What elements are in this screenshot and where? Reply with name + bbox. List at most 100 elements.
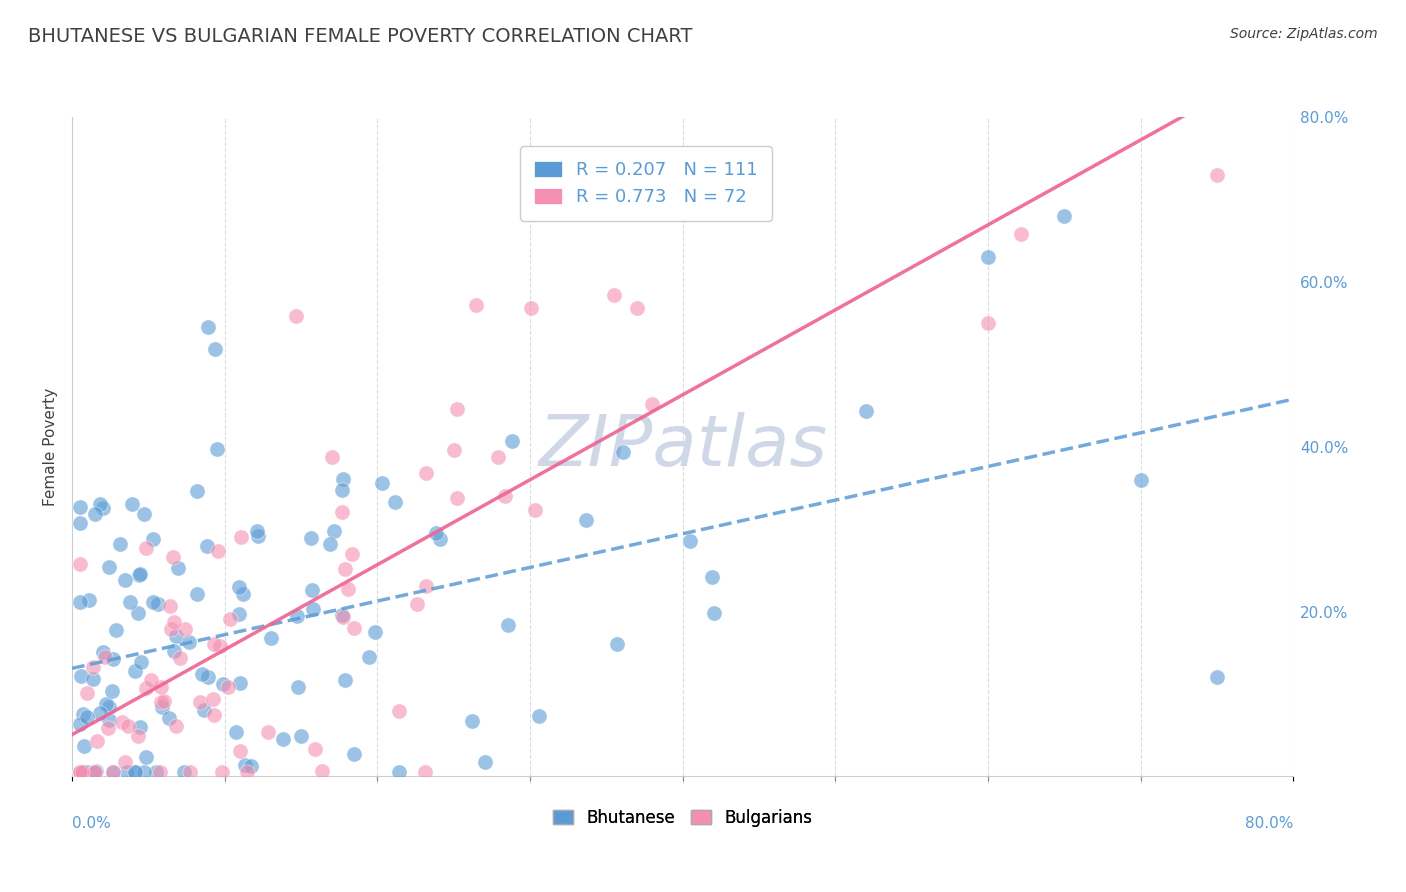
Bulgarians bbox=[83, 765, 105, 780]
Bhutanese bbox=[157, 711, 180, 725]
Bhutanese bbox=[115, 765, 138, 780]
Bhutanese bbox=[225, 725, 247, 739]
Bulgarians bbox=[1010, 227, 1032, 241]
Bhutanese bbox=[91, 500, 114, 515]
Bhutanese bbox=[129, 655, 152, 669]
Bulgarians bbox=[69, 765, 91, 780]
Bhutanese bbox=[118, 595, 141, 609]
Bulgarians bbox=[153, 694, 176, 708]
Bhutanese bbox=[129, 567, 152, 582]
Bulgarians bbox=[162, 549, 184, 564]
Bhutanese bbox=[335, 673, 357, 687]
Bhutanese bbox=[142, 532, 165, 546]
Bulgarians bbox=[117, 719, 139, 733]
Bulgarians bbox=[446, 401, 468, 416]
Y-axis label: Female Poverty: Female Poverty bbox=[44, 388, 58, 506]
Bhutanese bbox=[330, 483, 353, 497]
Bhutanese bbox=[165, 629, 187, 643]
Bhutanese bbox=[91, 645, 114, 659]
Bhutanese bbox=[75, 765, 97, 780]
Bhutanese bbox=[285, 608, 308, 623]
Bulgarians bbox=[82, 660, 104, 674]
Bhutanese bbox=[89, 497, 111, 511]
Bhutanese bbox=[370, 475, 392, 490]
Bhutanese bbox=[195, 539, 218, 553]
Bhutanese bbox=[101, 652, 124, 666]
Bulgarians bbox=[159, 599, 181, 613]
Bhutanese bbox=[89, 706, 111, 720]
Bhutanese bbox=[700, 570, 723, 584]
Bhutanese bbox=[501, 434, 523, 449]
Bhutanese bbox=[384, 494, 406, 508]
Bhutanese bbox=[606, 637, 628, 651]
Bhutanese bbox=[146, 597, 169, 611]
Bhutanese bbox=[301, 582, 323, 597]
Bhutanese bbox=[228, 580, 250, 594]
Bhutanese bbox=[290, 729, 312, 743]
Bulgarians bbox=[446, 491, 468, 505]
Bhutanese bbox=[186, 587, 208, 601]
Bulgarians bbox=[443, 443, 465, 458]
Bulgarians bbox=[285, 309, 308, 323]
Bhutanese bbox=[127, 606, 149, 620]
Bhutanese bbox=[1206, 670, 1229, 684]
Bulgarians bbox=[202, 637, 225, 651]
Bulgarians bbox=[256, 725, 278, 739]
Bulgarians bbox=[304, 741, 326, 756]
Bhutanese bbox=[429, 533, 451, 547]
Bulgarians bbox=[135, 541, 157, 555]
Bhutanese bbox=[197, 670, 219, 684]
Bulgarians bbox=[388, 705, 411, 719]
Bhutanese bbox=[212, 676, 235, 690]
Bhutanese bbox=[69, 595, 91, 609]
Bulgarians bbox=[114, 756, 136, 770]
Bhutanese bbox=[69, 765, 91, 780]
Bulgarians bbox=[202, 708, 225, 723]
Bulgarians bbox=[96, 721, 118, 735]
Bulgarians bbox=[127, 729, 149, 743]
Bhutanese bbox=[145, 765, 167, 780]
Bhutanese bbox=[425, 525, 447, 540]
Text: ZIPatlas: ZIPatlas bbox=[538, 412, 827, 482]
Bhutanese bbox=[302, 602, 325, 616]
Bhutanese bbox=[330, 607, 353, 622]
Bhutanese bbox=[287, 681, 309, 695]
Bhutanese bbox=[82, 672, 104, 686]
Bhutanese bbox=[323, 524, 346, 538]
Bhutanese bbox=[124, 765, 146, 780]
Bulgarians bbox=[342, 547, 364, 561]
Bhutanese bbox=[69, 516, 91, 530]
Bulgarians bbox=[69, 557, 91, 571]
Bhutanese bbox=[357, 649, 380, 664]
Bulgarians bbox=[1206, 168, 1229, 182]
Bhutanese bbox=[343, 747, 366, 761]
Bhutanese bbox=[177, 635, 200, 649]
Bulgarians bbox=[486, 450, 509, 464]
Bhutanese bbox=[204, 342, 226, 356]
Bulgarians bbox=[150, 695, 173, 709]
Bhutanese bbox=[98, 700, 121, 714]
Bhutanese bbox=[132, 765, 155, 780]
Bulgarians bbox=[464, 298, 486, 312]
Bulgarians bbox=[977, 316, 1000, 330]
Bulgarians bbox=[641, 397, 664, 411]
Bhutanese bbox=[1053, 209, 1076, 223]
Text: Source: ZipAtlas.com: Source: ZipAtlas.com bbox=[1230, 27, 1378, 41]
Bulgarians bbox=[333, 561, 356, 575]
Bhutanese bbox=[75, 765, 97, 780]
Bulgarians bbox=[211, 765, 233, 780]
Bulgarians bbox=[219, 612, 242, 626]
Bulgarians bbox=[101, 765, 124, 780]
Bulgarians bbox=[160, 622, 183, 636]
Bhutanese bbox=[299, 532, 322, 546]
Bhutanese bbox=[128, 568, 150, 582]
Bhutanese bbox=[135, 750, 157, 764]
Bulgarians bbox=[519, 301, 541, 315]
Bhutanese bbox=[197, 319, 219, 334]
Bhutanese bbox=[229, 676, 252, 690]
Bulgarians bbox=[523, 503, 546, 517]
Bulgarians bbox=[169, 650, 191, 665]
Bhutanese bbox=[73, 765, 96, 780]
Bhutanese bbox=[186, 484, 208, 499]
Bhutanese bbox=[124, 664, 146, 678]
